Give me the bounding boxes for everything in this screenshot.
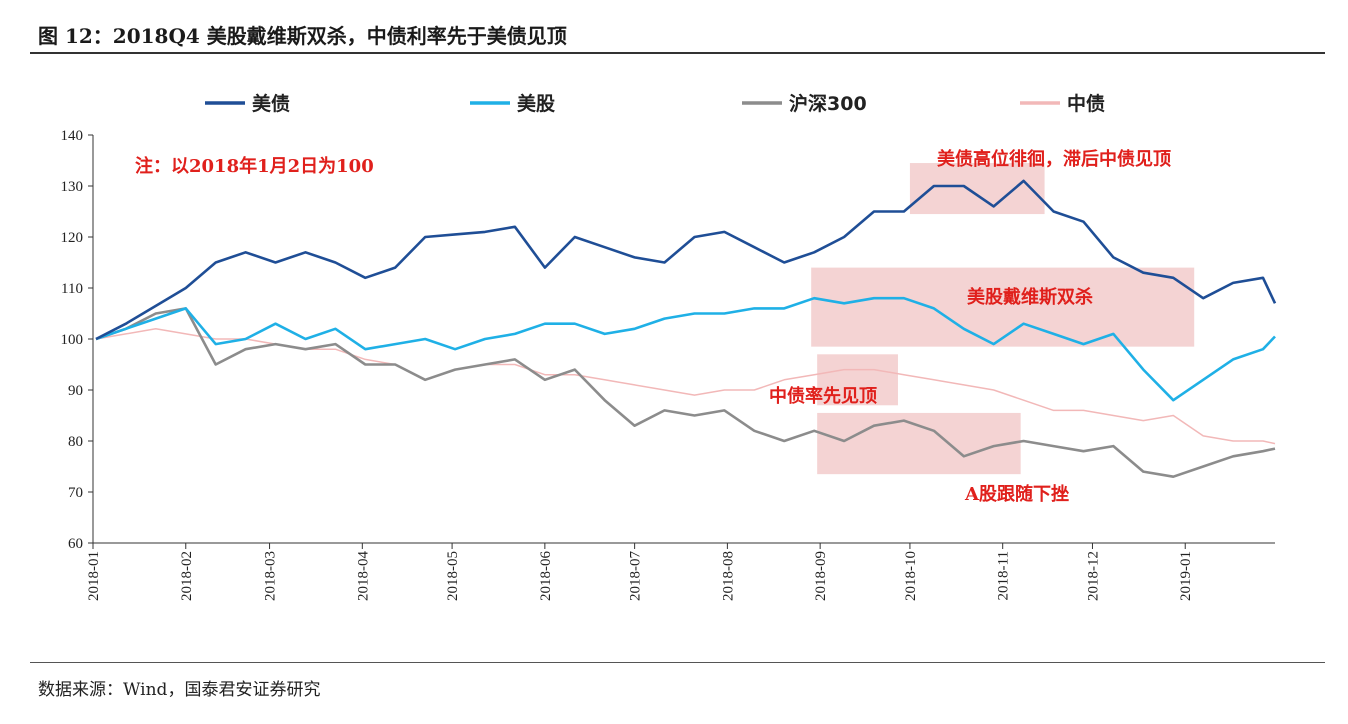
chart-title: 图 12：2018Q4 美股戴维斯双杀，中债利率先于美债见顶 xyxy=(38,24,567,48)
axes: 60 70 80 90 100 110 120 130 140 2018-01 2018-02 201… xyxy=(61,128,1275,601)
y-tick-label: 100 xyxy=(61,332,84,348)
annotation-box xyxy=(817,412,1021,475)
x-tick-label: 2018-11 xyxy=(996,551,1012,600)
y-tick-label: 90 xyxy=(68,383,83,399)
x-tick-label: 2018-06 xyxy=(538,551,554,601)
source-divider xyxy=(30,662,1325,663)
y-tick-label: 120 xyxy=(61,230,84,246)
title-divider xyxy=(30,52,1325,54)
annotation-label: A股跟随下挫 xyxy=(964,483,1069,505)
x-tick-label: 2018-09 xyxy=(813,551,829,601)
y-tick-label: 60 xyxy=(68,536,83,552)
series-line-2 xyxy=(95,296,1276,402)
x-tick-label: 2018-02 xyxy=(179,551,195,601)
x-tick-label: 2018-12 xyxy=(1085,551,1101,601)
series-line-3 xyxy=(95,307,1276,479)
legend-label: 中债 xyxy=(1067,92,1105,115)
y-tick-label: 70 xyxy=(68,485,83,501)
legend-label: 美股 xyxy=(517,92,555,115)
x-tick-label: 2018-03 xyxy=(263,551,279,601)
series-lines xyxy=(95,179,1277,479)
annotation-label: 美股戴维斯双杀 xyxy=(967,286,1093,308)
y-tick-label: 140 xyxy=(61,128,84,144)
series-line-1 xyxy=(95,179,1277,341)
source-note: 数据来源：Wind，国泰君安证券研究 xyxy=(38,680,321,700)
x-tick-label: 2019-01 xyxy=(1178,551,1194,601)
x-tick-label: 2018-05 xyxy=(445,551,461,601)
y-tick-label: 110 xyxy=(61,281,83,297)
annotation-label: 美债高位徘徊，滞后中债见顶 xyxy=(937,148,1171,170)
annotation-box xyxy=(811,267,1195,347)
y-tick-label: 80 xyxy=(68,434,83,450)
legend-label: 美债 xyxy=(252,92,290,115)
y-tick-label: 130 xyxy=(61,179,84,195)
annotation-boxes xyxy=(811,163,1195,475)
x-tick-label: 2018-10 xyxy=(903,551,919,601)
x-tick-label: 2018-08 xyxy=(720,551,736,601)
annotation-label: 中债率先见顶 xyxy=(769,385,877,407)
legend-label: 沪深300 xyxy=(789,92,867,115)
chart-note: 注：以2018年1月2日为100 xyxy=(135,155,374,177)
x-tick-label: 2018-04 xyxy=(355,551,371,601)
annotation-box xyxy=(817,354,898,406)
legend: 美债 美股 沪深300 中债 xyxy=(205,92,1105,115)
x-tick-label: 2018-07 xyxy=(628,551,644,601)
x-tick-label: 2018-01 xyxy=(86,551,102,601)
